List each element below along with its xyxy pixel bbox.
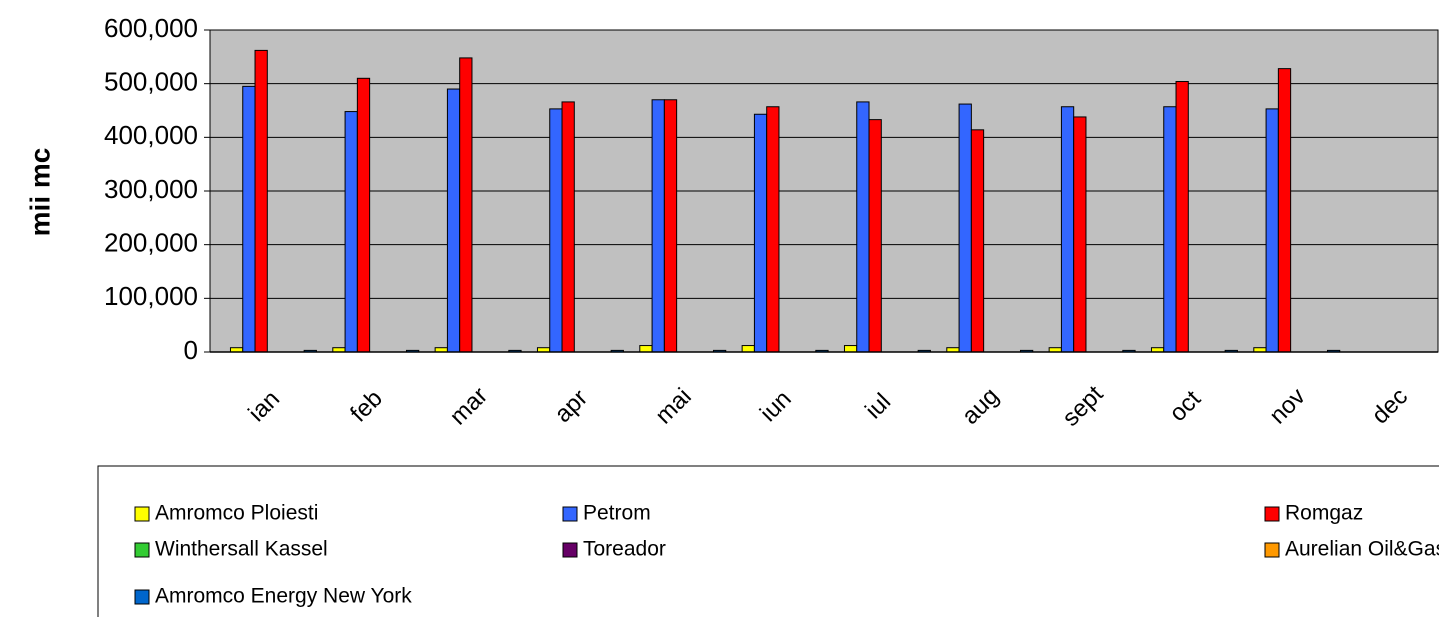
- x-tick-label: apr: [549, 384, 593, 428]
- legend-swatch: [134, 589, 150, 605]
- y-tick-label: 200,000: [104, 228, 198, 258]
- legend-label: Toreador: [583, 538, 666, 561]
- bar: [242, 85, 256, 353]
- legend-swatch: [134, 506, 150, 522]
- bar: [1073, 116, 1087, 353]
- legend-swatch: [134, 542, 150, 558]
- legend-label: Petrom: [583, 502, 651, 525]
- legend-swatch: [562, 542, 578, 558]
- bar: [856, 101, 870, 353]
- bar: [459, 57, 473, 353]
- y-tick-label: 100,000: [104, 281, 198, 311]
- legend-label: Amromco Ploiesti: [155, 502, 318, 525]
- y-tick-label: 500,000: [104, 67, 198, 97]
- y-tick-label: 0: [184, 335, 198, 365]
- bar: [344, 111, 358, 353]
- bar: [1175, 81, 1189, 353]
- bar: [254, 49, 268, 353]
- x-tick-label: iun: [755, 385, 797, 427]
- legend-swatch: [1264, 506, 1280, 522]
- bar: [766, 106, 780, 353]
- bar: [741, 345, 755, 353]
- legend-label: Romgaz: [1285, 502, 1363, 525]
- x-tick-label: aug: [957, 382, 1004, 429]
- bar: [970, 129, 985, 353]
- x-tick-label: dec: [1367, 383, 1413, 429]
- y-tick-label: 400,000: [104, 120, 198, 150]
- bar: [843, 345, 858, 353]
- bar: [446, 88, 461, 353]
- bar: [753, 113, 768, 353]
- x-tick-label: iul: [860, 388, 896, 424]
- x-tick-label: nov: [1264, 383, 1310, 429]
- x-tick-label: mai: [650, 383, 696, 429]
- legend-label: Aurelian Oil&Gas: [1285, 538, 1439, 561]
- y-tick-label: 600,000: [104, 13, 198, 43]
- legend-swatch: [562, 506, 578, 522]
- legend-swatch: [1264, 542, 1280, 558]
- bar: [1060, 106, 1075, 353]
- bar: [663, 99, 678, 353]
- x-tick-label: oct: [1164, 385, 1206, 427]
- legend-label: Winthersall Kassel: [155, 538, 328, 561]
- bar: [958, 103, 972, 353]
- bar: [639, 345, 653, 353]
- legend-box: [97, 465, 1439, 622]
- x-tick-label: ian: [243, 385, 285, 427]
- bar: [561, 101, 575, 353]
- bar: [1265, 108, 1279, 353]
- bar: [1163, 106, 1177, 353]
- x-tick-label: sept: [1057, 380, 1108, 431]
- x-tick-label: mar: [445, 382, 493, 430]
- y-tick-label: 300,000: [104, 174, 198, 204]
- legend-label: Amromco Energy New York: [155, 585, 412, 608]
- bar: [1277, 68, 1292, 353]
- bar: [868, 119, 882, 353]
- bar: [651, 99, 665, 353]
- x-tick-label: feb: [345, 385, 388, 428]
- y-axis-label: mii mc: [24, 148, 55, 237]
- bar: [356, 77, 371, 353]
- bar: [549, 108, 563, 353]
